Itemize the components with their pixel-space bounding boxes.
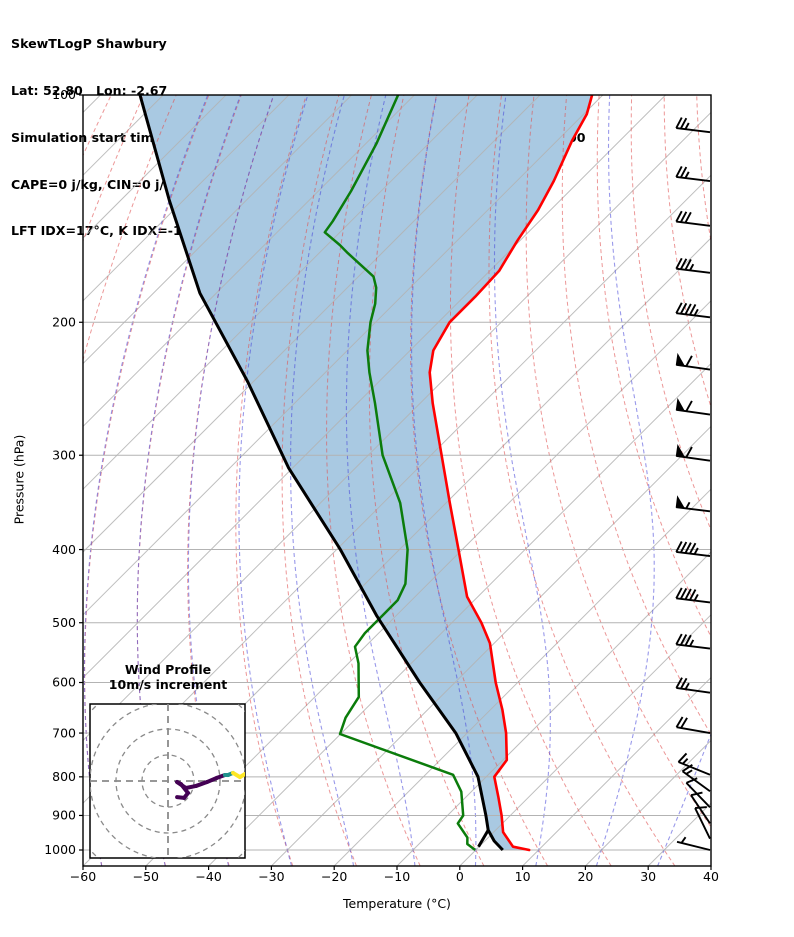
svg-text:400: 400 (52, 542, 76, 557)
hodograph-title-line2: 10m/s increment (108, 677, 228, 692)
svg-text:−50: −50 (133, 869, 159, 884)
svg-text:700: 700 (52, 725, 76, 740)
svg-text:300: 300 (52, 447, 76, 462)
svg-text:1000: 1000 (44, 842, 76, 857)
svg-text:600: 600 (52, 675, 76, 690)
svg-text:−30: −30 (258, 869, 284, 884)
svg-text:800: 800 (52, 769, 76, 784)
svg-text:30: 30 (640, 869, 656, 884)
svg-text:500: 500 (52, 615, 76, 630)
svg-text:0: 0 (456, 869, 464, 884)
hodograph-title-line1: Wind Profile (124, 662, 212, 677)
svg-text:20: 20 (577, 869, 593, 884)
chart-title: SkewTLogP Shawbury (11, 36, 167, 52)
svg-text:40: 40 (703, 869, 719, 884)
y-axis-label: Pressure (hPa) (11, 434, 27, 525)
svg-text:200: 200 (52, 314, 76, 329)
svg-text:10: 10 (515, 869, 531, 884)
hodograph-title: Wind Profile 10m/s increment (90, 662, 246, 692)
chart-location: Lat: 52.80 Lon: -2.67 (11, 82, 168, 98)
x-axis-label: Temperature (°C) (343, 896, 451, 911)
svg-text:−40: −40 (195, 869, 221, 884)
svg-text:−10: −10 (384, 869, 410, 884)
svg-text:−20: −20 (321, 869, 347, 884)
svg-text:−60: −60 (70, 869, 96, 884)
svg-text:900: 900 (52, 808, 76, 823)
svg-text:100: 100 (52, 87, 76, 102)
